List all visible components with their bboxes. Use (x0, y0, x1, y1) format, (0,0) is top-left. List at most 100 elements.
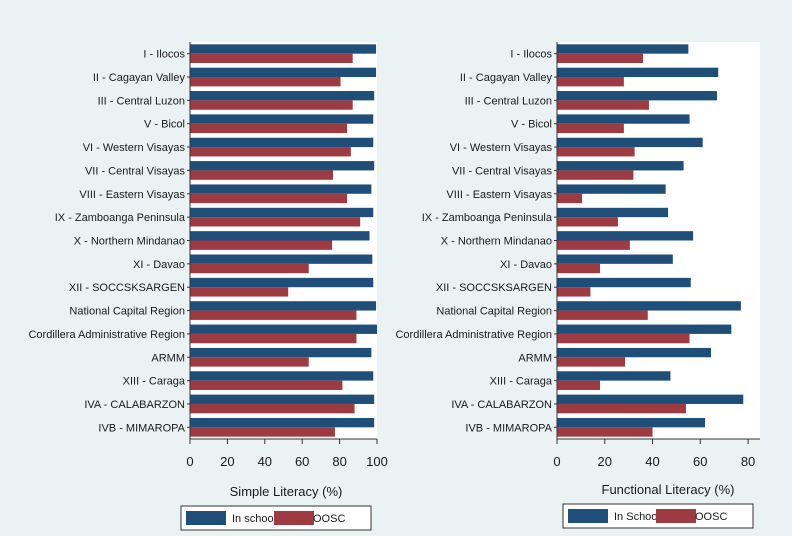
category-label: IVA - CALABARZON (84, 399, 185, 411)
category-label: IVB - MIMAROPA (98, 422, 185, 434)
bar-in-school (557, 114, 690, 124)
category-label: VI - Western Visayas (450, 142, 553, 154)
category-label: VI - Western Visayas (83, 142, 186, 154)
bar-oosc (190, 240, 333, 250)
legend-label-in-school: In School (614, 511, 660, 523)
legend-label-in-school: In school (232, 513, 276, 525)
legend-swatch-in-school (186, 511, 226, 525)
bar-oosc (190, 170, 334, 180)
category-label: XI - Davao (133, 259, 185, 271)
bar-in-school (190, 67, 377, 78)
bar-oosc (190, 427, 335, 437)
bar-oosc (190, 193, 348, 204)
bar-oosc (557, 170, 634, 180)
x-tick-label: 0 (186, 454, 193, 469)
x-tick-label: 20 (220, 454, 234, 469)
bar-oosc (557, 77, 624, 87)
legend-swatch-in-school (568, 509, 608, 523)
category-label: XIII - Caraga (490, 376, 553, 388)
bar-in-school (557, 231, 694, 241)
category-label: X - Northern Mindanao (74, 236, 185, 248)
bar-oosc (190, 357, 309, 367)
bar-oosc (557, 357, 626, 367)
x-tick-label: 80 (741, 454, 755, 469)
category-label: Cordillera Administrative Region (395, 329, 552, 341)
category-label: II - Cagayan Valley (460, 72, 553, 84)
x-axis-title: Functional Literacy (%) (602, 482, 735, 497)
category-label: ARMM (518, 352, 552, 364)
x-tick-label: 100 (366, 454, 388, 469)
bar-oosc (557, 333, 690, 344)
bar-oosc (557, 53, 643, 64)
category-label: National Capital Region (69, 306, 185, 318)
x-tick-label: 20 (598, 454, 612, 469)
bar-oosc (190, 403, 355, 414)
x-tick-label: 60 (295, 454, 309, 469)
bar-in-school (190, 137, 374, 148)
x-tick-label: 40 (645, 454, 659, 469)
bar-in-school (190, 231, 370, 241)
bar-in-school (557, 371, 671, 381)
category-label: VII - Central Visayas (452, 165, 553, 177)
category-label: I - Ilocos (143, 49, 185, 61)
bar-in-school (190, 161, 375, 171)
bar-in-school (190, 91, 375, 101)
bar-oosc (190, 100, 353, 110)
category-label: IVA - CALABARZON (451, 399, 552, 411)
category-label: V - Bicol (511, 119, 552, 131)
bar-in-school (557, 161, 684, 171)
bar-in-school (557, 207, 669, 218)
bar-oosc (190, 147, 351, 157)
legend-label-oosc: OOSC (695, 511, 727, 523)
category-label: XII - SOCCSKSARGEN (436, 282, 552, 294)
bar-in-school (557, 394, 744, 404)
bar-in-school (557, 347, 712, 358)
category-label: III - Central Luzon (465, 95, 552, 107)
category-label: IX - Zamboanga Peninsula (55, 212, 186, 224)
bar-in-school (557, 254, 673, 264)
bar-oosc (190, 287, 289, 297)
category-label: VIII - Eastern Visayas (79, 189, 185, 201)
category-label: ARMM (151, 352, 185, 364)
bar-in-school (190, 394, 375, 404)
bar-oosc (190, 53, 353, 64)
bar-in-school (190, 277, 374, 288)
bar-in-school (190, 254, 373, 264)
bar-oosc (190, 123, 348, 134)
category-label: Cordillera Administrative Region (28, 329, 185, 341)
category-label: X - Northern Mindanao (441, 236, 552, 248)
category-label: II - Cagayan Valley (93, 72, 186, 84)
category-label: V - Bicol (144, 119, 185, 131)
bar-in-school (190, 44, 377, 54)
category-label: I - Ilocos (510, 49, 552, 61)
bar-oosc (190, 380, 343, 390)
bar-oosc (557, 147, 635, 157)
category-label: IVB - MIMAROPA (465, 422, 552, 434)
bar-oosc (557, 263, 600, 274)
legend-label-oosc: OOSC (313, 513, 345, 525)
bar-oosc (557, 287, 591, 297)
bar-in-school (557, 324, 732, 334)
bar-in-school (557, 417, 706, 428)
bar-in-school (190, 324, 377, 334)
x-tick-label: 0 (553, 454, 560, 469)
category-label: IX - Zamboanga Peninsula (422, 212, 553, 224)
category-label: VIII - Eastern Visayas (446, 189, 552, 201)
bar-in-school (190, 184, 372, 194)
legend-swatch-oosc (656, 509, 696, 523)
x-tick-label: 40 (258, 454, 272, 469)
bar-in-school (190, 347, 372, 358)
bar-in-school (557, 184, 666, 194)
bar-in-school (557, 91, 718, 101)
bar-in-school (190, 207, 374, 218)
bar-oosc (190, 310, 357, 320)
x-tick-label: 80 (332, 454, 346, 469)
category-label: XI - Davao (500, 259, 552, 271)
bar-in-school (190, 301, 377, 311)
bar-oosc (190, 263, 309, 274)
category-label: XIII - Caraga (123, 376, 186, 388)
bar-oosc (190, 77, 341, 87)
bar-oosc (557, 380, 600, 390)
bar-in-school (190, 417, 375, 428)
